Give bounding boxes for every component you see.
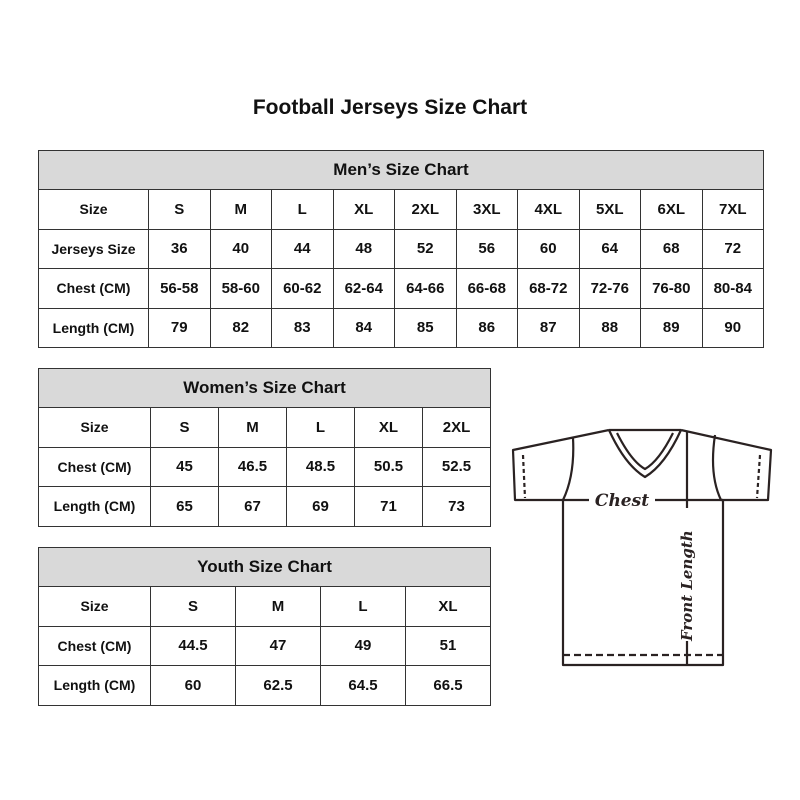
youth-table-title: Youth Size Chart	[38, 547, 491, 587]
table-row: Length (CM) 60 62.5 64.5 66.5	[38, 665, 491, 706]
table-row: Chest (CM) 45 46.5 48.5 50.5 52.5	[38, 446, 491, 487]
youth-size-table: Youth Size Chart Size S M L XL Chest (CM) 44.5…	[38, 547, 491, 706]
table-cell: S	[150, 586, 236, 627]
table-cell: 67	[218, 486, 287, 527]
table-cell: M	[235, 586, 321, 627]
table-cell: 47	[235, 625, 321, 666]
row-label: Length (CM)	[38, 486, 151, 527]
table-cell: 7XL	[701, 189, 764, 230]
table-cell: 36	[148, 228, 211, 269]
table-row: Size S M L XL 2XL 3XL 4XL 5XL 6XL 7XL	[38, 189, 764, 230]
table-cell: 2XL	[422, 407, 491, 448]
table-cell: 72	[701, 228, 764, 269]
table-cell: 68	[640, 228, 703, 269]
table-cell: 66-68	[455, 268, 518, 309]
row-label: Chest (CM)	[38, 268, 149, 309]
table-cell: XL	[405, 586, 491, 627]
row-label: Size	[38, 189, 149, 230]
table-cell: XL	[332, 189, 395, 230]
table-cell: 64.5	[320, 665, 406, 706]
table-cell: 2XL	[394, 189, 457, 230]
table-cell: 79	[148, 307, 211, 348]
table-cell: 71	[354, 486, 423, 527]
table-cell: 44.5	[150, 625, 236, 666]
table-cell: 86	[455, 307, 518, 348]
table-cell: M	[209, 189, 272, 230]
table-cell: 45	[150, 446, 219, 487]
table-cell: 76-80	[640, 268, 703, 309]
table-cell: 85	[394, 307, 457, 348]
table-cell: 6XL	[640, 189, 703, 230]
table-cell: 48.5	[286, 446, 355, 487]
front-length-label: Front Length	[678, 530, 696, 642]
table-cell: 60	[517, 228, 580, 269]
table-cell: 52	[394, 228, 457, 269]
table-row: Chest (CM) 56-58 58-60 60-62 62-64 64-66 66-68…	[38, 268, 764, 309]
table-cell: L	[286, 407, 355, 448]
table-cell: 46.5	[218, 446, 287, 487]
table-cell: 84	[332, 307, 395, 348]
table-cell: 51	[405, 625, 491, 666]
table-cell: 44	[271, 228, 334, 269]
table-cell: 3XL	[455, 189, 518, 230]
table-row: Chest (CM) 44.5 47 49 51	[38, 625, 491, 666]
row-label: Jerseys Size	[38, 228, 149, 269]
row-label: Length (CM)	[38, 307, 149, 348]
row-label: Size	[38, 407, 151, 448]
table-cell: 83	[271, 307, 334, 348]
jersey-diagram: Chest Front Length	[511, 428, 773, 667]
table-cell: 62.5	[235, 665, 321, 706]
table-cell: 88	[578, 307, 641, 348]
table-cell: 64	[578, 228, 641, 269]
table-cell: 40	[209, 228, 272, 269]
table-cell: 49	[320, 625, 406, 666]
table-cell: S	[148, 189, 211, 230]
row-label: Chest (CM)	[38, 446, 151, 487]
table-row: Jerseys Size 36 40 44 48 52 56 60 64 68 72	[38, 228, 764, 269]
row-label: Length (CM)	[38, 665, 151, 706]
table-cell: 48	[332, 228, 395, 269]
table-cell: 52.5	[422, 446, 491, 487]
row-label: Chest (CM)	[38, 625, 151, 666]
table-cell: 60-62	[271, 268, 334, 309]
row-label: Size	[38, 586, 151, 627]
table-cell: 87	[517, 307, 580, 348]
table-cell: 56	[455, 228, 518, 269]
table-row: Length (CM) 79 82 83 84 85 86 87 88 89 90	[38, 307, 764, 348]
table-cell: S	[150, 407, 219, 448]
table-cell: M	[218, 407, 287, 448]
table-cell: 82	[209, 307, 272, 348]
page-title: Football Jerseys Size Chart	[252, 96, 528, 119]
table-cell: L	[271, 189, 334, 230]
table-cell: 68-72	[517, 268, 580, 309]
table-cell: 62-64	[332, 268, 395, 309]
mens-size-table: Men’s Size Chart Size S M L XL 2XL 3XL 4XL 5XL 6X…	[38, 150, 764, 348]
table-cell: 56-58	[148, 268, 211, 309]
table-row: Length (CM) 65 67 69 71 73	[38, 486, 491, 527]
womens-table-title: Women’s Size Chart	[38, 368, 491, 408]
table-cell: 5XL	[578, 189, 641, 230]
chest-label: Chest	[595, 491, 649, 511]
table-cell: 69	[286, 486, 355, 527]
table-cell: 66.5	[405, 665, 491, 706]
table-cell: 80-84	[701, 268, 764, 309]
table-cell: 72-76	[578, 268, 641, 309]
table-cell: 60	[150, 665, 236, 706]
womens-size-table: Women’s Size Chart Size S M L XL 2XL Chest (CM…	[38, 368, 491, 527]
table-cell: L	[320, 586, 406, 627]
table-cell: 50.5	[354, 446, 423, 487]
table-cell: XL	[354, 407, 423, 448]
table-cell: 65	[150, 486, 219, 527]
table-cell: 4XL	[517, 189, 580, 230]
table-cell: 58-60	[209, 268, 272, 309]
mens-table-title: Men’s Size Chart	[38, 150, 764, 190]
jersey-outline	[511, 428, 773, 502]
table-row: Size S M L XL 2XL	[38, 407, 491, 448]
table-cell: 64-66	[394, 268, 457, 309]
table-cell: 90	[701, 307, 764, 348]
table-cell: 73	[422, 486, 491, 527]
table-cell: 89	[640, 307, 703, 348]
table-row: Size S M L XL	[38, 586, 491, 627]
